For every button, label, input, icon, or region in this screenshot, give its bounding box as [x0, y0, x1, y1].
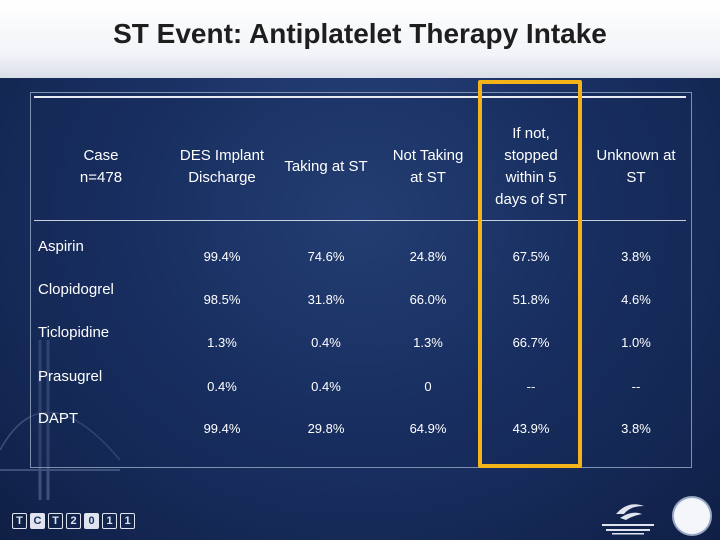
column-header: Taking at ST	[284, 158, 368, 175]
table-cell: 3.8%	[621, 420, 651, 436]
conference-logo-letter: 1	[120, 513, 135, 529]
table-cell: 4.6%	[621, 291, 651, 307]
table-cell: 31.8%	[307, 291, 345, 307]
table-cell: 0.4%	[207, 378, 237, 394]
conference-logo-letter: C	[30, 513, 45, 529]
table-cell: 1.3%	[207, 334, 237, 350]
column-header: If not, stopped within 5 days of ST	[495, 125, 567, 208]
table-cell: 29.8%	[307, 420, 345, 436]
table-cell: 66.7%	[512, 334, 550, 350]
table-cell: 99.4%	[203, 248, 241, 264]
table-cell: 0	[424, 378, 432, 394]
conference-logo-letter: T	[12, 513, 27, 529]
table-cell: 43.9%	[512, 420, 550, 436]
slide-title: ST Event: Antiplatelet Therapy Intake	[113, 18, 607, 49]
table-cell: 1.0%	[621, 334, 651, 350]
row-label: Ticlopidine	[38, 324, 110, 341]
conference-logo-letter: 2	[66, 513, 81, 529]
bridge-watermark-icon	[0, 340, 120, 500]
table-cell: 99.4%	[203, 420, 241, 436]
table-cell: 1.3%	[413, 334, 443, 350]
table-cell: 0.4%	[311, 334, 341, 350]
conference-logo-letter: 1	[102, 513, 117, 529]
table-cell: 51.8%	[512, 291, 550, 307]
row-label: Aspirin	[38, 238, 84, 255]
title-bar	[0, 0, 720, 78]
conference-logo-letter: 0	[84, 513, 99, 529]
column-highlight-box	[478, 80, 582, 468]
institution-logo-icon	[602, 504, 654, 535]
header-divider	[34, 220, 686, 221]
table-cell: 66.0%	[409, 291, 447, 307]
column-header: Case n=478	[79, 147, 123, 186]
table-cell: 24.8%	[409, 248, 447, 264]
table-cell: --	[631, 378, 641, 394]
table-cell: 74.6%	[307, 248, 345, 264]
column-header: Not Taking at ST	[392, 147, 464, 186]
table-top-rule	[34, 96, 686, 98]
table-cell: 98.5%	[203, 291, 241, 307]
table-cell: 0.4%	[311, 378, 341, 394]
column-header: Unknown at ST	[596, 147, 676, 186]
table-cell: 3.8%	[621, 248, 651, 264]
row-label: Prasugrel	[38, 368, 103, 385]
row-label: Clopidogrel	[38, 281, 114, 298]
table-cell: 67.5%	[512, 248, 550, 264]
row-label: DAPT	[38, 410, 79, 427]
column-header: DES Implant Discharge	[179, 147, 265, 186]
table-cell: --	[526, 378, 536, 394]
table-cell: 64.9%	[409, 420, 447, 436]
conference-logo-letter: T	[48, 513, 63, 529]
university-seal-icon	[672, 496, 712, 536]
